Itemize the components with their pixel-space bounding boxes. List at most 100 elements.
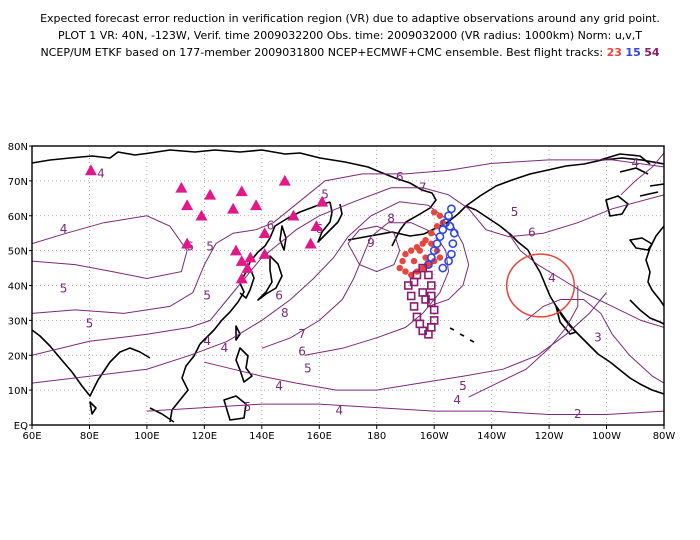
track-purple-marker [418,288,427,297]
contour-label: 4 [60,222,68,236]
triangle-marker [181,199,194,211]
contour-label: 5 [321,187,329,201]
contour-label: 5 [203,288,211,302]
contour-label: 6 [528,226,536,240]
coastline-japan [257,255,283,301]
track-red-marker [428,229,435,237]
triangle-marker [175,181,188,193]
track-red-count: 23 [606,46,622,59]
triangle-marker [235,272,248,284]
contour-label: 4 [203,334,211,348]
track-purple-count: 54 [644,46,660,59]
track-blue-marker [447,249,456,259]
coastline-philippines [235,347,253,383]
contour-label: 4 [221,341,229,355]
coastline-borneo [223,395,247,421]
lon-tick-label: 160W [420,431,449,442]
contour-lines [32,152,664,415]
triangle-marker [244,251,257,263]
contour-label: 4 [453,393,461,407]
coastline-asia-north [32,149,437,247]
lon-tick-label: 120W [535,431,564,442]
title-line-3: NCEP/UM ETKF based on 177-member 2009031… [0,44,700,61]
triangle-marker [227,202,240,214]
coastline-india [32,329,151,397]
track-purple-marker [427,323,436,332]
lon-tick-label: 60E [22,431,41,442]
contour-line [32,215,188,280]
triangle-marker [195,209,208,221]
track-purple-marker [424,270,433,280]
contour-label: 4 [97,166,105,180]
coastline-aleutians [347,231,425,241]
triangle-marker [229,244,242,256]
lon-tick-label: 180 [367,431,386,442]
coastline-indochina [169,343,201,423]
triangle-marker [241,262,254,273]
coastline-hudson-bay [605,195,629,217]
coastline-baja [555,305,577,335]
triangle-marker [258,248,271,259]
track-blue-marker [438,263,448,273]
triangle-marker [258,227,271,238]
dropsonde-triangles [84,164,329,284]
contour-label: 9 [367,236,375,250]
coastline-sakhalin [279,225,287,251]
track-red-marker [422,254,429,261]
coastline-taiwan [235,325,241,341]
contour-line [347,225,401,273]
verification-region-circle [505,253,576,318]
contour-label: 5 [511,205,519,219]
track-red-marker [436,254,444,261]
contour-label: 5 [244,400,252,414]
track-blue-marker [432,239,442,249]
contour-line [204,292,607,391]
contour-line [146,403,664,415]
coastline-gulf-mexico [629,299,664,325]
track-blue [424,204,459,273]
contour-label: 5 [304,362,312,376]
track-red-marker [428,240,435,247]
contour-label: 5 [459,379,467,393]
contour-label: 7 [298,327,306,341]
contour-line [261,222,450,356]
lat-tick-label: 70N [8,177,28,188]
contour-labels: 45546554465667896876545454564432 [60,156,639,421]
longitude-labels: 60E 80E 100E 120E 140E 160E 180 160W 140W 120W 100… [22,425,675,442]
lon-tick-label: 140W [477,431,506,442]
triangle-marker [316,195,329,207]
contour-label: 6 [267,219,275,233]
contour-line [620,152,664,196]
track-blue-marker [448,239,458,249]
contour-label: 6 [298,344,306,358]
track-blue-marker [444,211,453,221]
coastline-sumatra [149,407,175,423]
latitude-labels: EQ 10N 20N 30N 40N 50N 60N 70N 80N [8,142,32,432]
verification-region [505,253,576,318]
track-red [396,209,446,279]
track-blue-marker [426,253,436,262]
coastline-kamchatka [317,201,343,243]
lat-tick-label: 40N [8,282,28,293]
contour-label: 5 [206,240,214,254]
plot-title: Expected forecast error reduction in ver… [0,10,700,61]
triangle-marker [235,185,248,197]
contour-line [525,299,664,384]
track-purple [404,263,439,339]
lat-tick-label: 60N [8,212,28,223]
contour-label: 7 [419,180,427,194]
track-blue-marker [447,204,456,214]
track-purple-marker [415,319,425,329]
contour-label: 6 [275,288,283,302]
lat-tick-label: 10N [8,386,28,397]
track-red-marker [396,264,403,272]
lat-tick-label: 20N [8,351,28,362]
triangle-marker [84,164,97,176]
track-purple-marker [429,305,439,315]
track-red-marker [433,223,441,230]
contour-label: 6 [396,170,404,184]
contour-label: 3 [594,330,602,344]
track-red-marker [402,268,409,275]
contour-label: 8 [387,212,395,226]
contour-line [32,201,470,384]
